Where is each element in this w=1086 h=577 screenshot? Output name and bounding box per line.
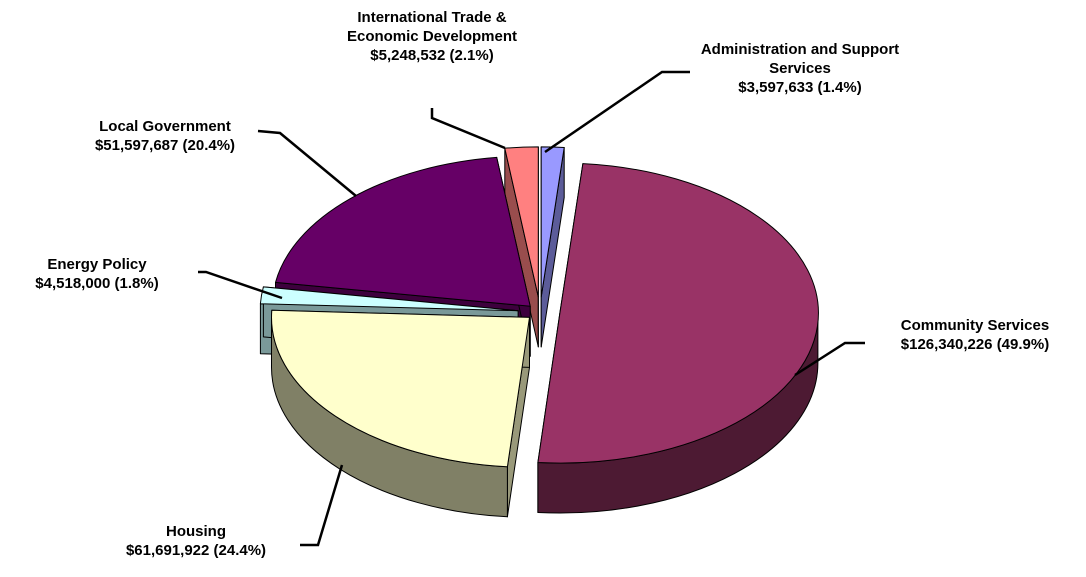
slice-value-label: $126,340,226 (49.9%) (900, 336, 1050, 353)
slice-label: Energy Policy $4,518,000 (1.8%) (0, 255, 197, 293)
leader-line (198, 270, 283, 300)
slice-label: International Trade & Economic Developme… (345, 8, 520, 65)
leader-line (430, 108, 506, 150)
slice-value-label: $5,248,532 (2.1%) (370, 47, 494, 64)
slice-value-label: $4,518,000 (1.8%) (35, 275, 159, 292)
leader-line (257, 129, 357, 197)
slice-name: Local Government (99, 118, 231, 135)
slice (275, 156, 531, 307)
slice (537, 163, 819, 464)
slice-label: Local Government $51,597,687 (20.4%) (45, 117, 285, 155)
slice-label: Administration and Support Services $3,59… (685, 40, 915, 97)
slice (271, 309, 530, 468)
leader-line (794, 341, 865, 377)
slice (259, 286, 519, 312)
slice-name: Housing (166, 523, 226, 540)
slice-label: Community Services $126,340,226 (49.9%) (860, 316, 1086, 354)
slice-name: Community Services (900, 317, 1050, 334)
leader-line (300, 464, 344, 547)
slice-label: Housing $61,691,922 (24.4%) (81, 522, 311, 560)
slice-name: Energy Policy (47, 256, 147, 273)
slice-value-label: $61,691,922 (24.4%) (125, 542, 267, 559)
slice-name: International Trade & Economic Developme… (346, 9, 518, 45)
leader-line (544, 70, 690, 154)
slice-name: Administration and Support Services (700, 41, 900, 77)
slice-value-label: $3,597,633 (1.4%) (738, 79, 862, 96)
slice-value-label: $51,597,687 (20.4%) (94, 137, 236, 154)
